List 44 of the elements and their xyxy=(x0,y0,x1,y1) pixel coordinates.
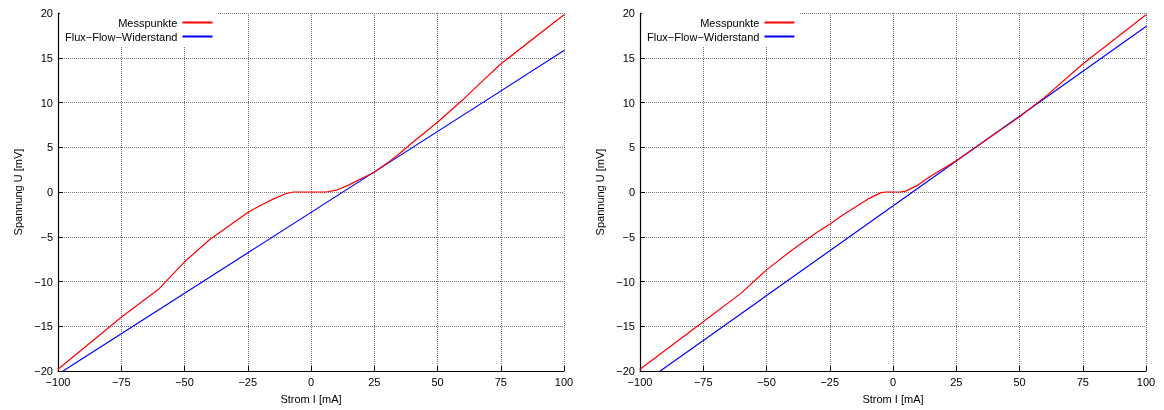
x-tick-label: 0 xyxy=(307,375,315,388)
x-tick-label: −75 xyxy=(111,375,131,388)
y-tick-label: −10 xyxy=(34,275,53,288)
y-tick-label: 10 xyxy=(622,96,635,109)
y-axis-title: Spannung U [mV] xyxy=(593,148,606,236)
x-tick-label: 50 xyxy=(431,375,444,388)
legend-label: Flux−Flow−Widerstand xyxy=(646,30,760,43)
x-tick-label: −100 xyxy=(627,375,653,388)
x-tick-label: 0 xyxy=(889,375,897,388)
y-tick-label: −15 xyxy=(616,320,635,333)
y-tick-label: −5 xyxy=(622,230,635,243)
x-tick-label: 75 xyxy=(1076,375,1089,388)
legend-label: Flux−Flow−Widerstand xyxy=(64,30,178,43)
y-tick-label: 20 xyxy=(40,7,53,19)
legend-label: Messpunkte xyxy=(700,16,760,29)
y-tick-label: 15 xyxy=(40,51,53,64)
x-tick-label: −25 xyxy=(238,375,258,388)
y-tick-label: 15 xyxy=(622,51,635,64)
y-tick-label: −20 xyxy=(34,365,53,377)
x-tick-label: 25 xyxy=(950,375,963,388)
x-axis-title: Strom I [mA] xyxy=(862,392,924,405)
x-tick-label: 75 xyxy=(494,375,507,388)
y-tick-label: −20 xyxy=(616,365,635,377)
x-axis-title: Strom I [mA] xyxy=(280,392,342,405)
y-tick-label: −5 xyxy=(40,230,53,243)
x-tick-label: 100 xyxy=(554,375,574,388)
y-tick-label: 0 xyxy=(628,186,635,198)
y-axis-title: Spannung U [mV] xyxy=(11,148,24,236)
y-tick-label: −10 xyxy=(616,275,635,288)
x-tick-label: 100 xyxy=(1136,375,1156,388)
y-tick-label: 5 xyxy=(46,141,53,154)
y-tick-label: 10 xyxy=(40,96,53,109)
y-tick-label: 5 xyxy=(628,141,635,154)
y-tick-label: 20 xyxy=(622,7,635,19)
legend-label: Messpunkte xyxy=(118,16,178,29)
x-tick-label: −100 xyxy=(45,375,71,388)
x-tick-label: −50 xyxy=(175,375,194,388)
x-tick-label: 25 xyxy=(368,375,381,388)
y-tick-label: 0 xyxy=(46,186,53,198)
y-tick-label: −15 xyxy=(34,320,53,333)
x-tick-label: 50 xyxy=(1013,375,1026,388)
x-tick-label: −50 xyxy=(757,375,776,388)
x-tick-label: −75 xyxy=(693,375,713,388)
x-tick-label: −25 xyxy=(820,375,840,388)
